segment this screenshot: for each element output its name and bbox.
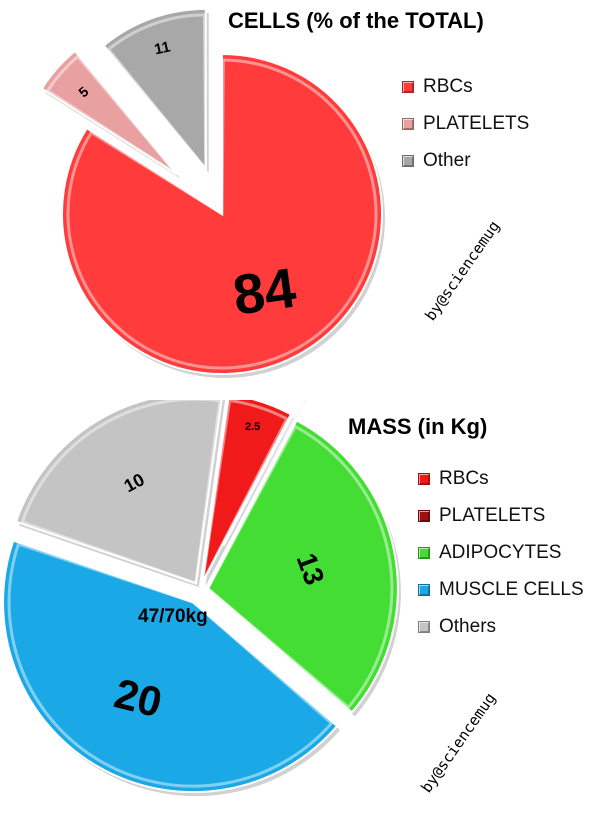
slice-shadow [226,400,306,550]
slice-bevel [66,58,378,370]
mass-legend-item: PLATELETS [418,497,584,534]
legend-label: RBCs [439,467,489,489]
slice-bevel [205,424,394,710]
mass-legend-item: RBCs [418,460,584,497]
mass-legend-item: MUSCLE CELLS [418,571,584,608]
legend-label: PLATELETS [423,112,530,134]
legend-label: PLATELETS [439,504,546,526]
legend-swatch [418,509,430,522]
slice-bevel [45,54,179,176]
pie-slice-rbcs [61,52,383,375]
mass-chart: 2.5 13 20 10 MASS (in Kg) RBCs PLATELETS AD… [0,400,600,814]
pie-slice-other [102,7,207,172]
cells-legend: RBCs PLATELETS Other [402,68,529,179]
mass-legend-item: Others [418,608,584,645]
pie-slice-adipocytes [206,419,399,714]
pie-slice-platelets [40,49,178,176]
mass-legend-item: ADIPOCYTES [418,534,584,571]
mass-total-annotation: 47/70kg [138,606,208,627]
mass-chart-title: MASS (in Kg) [348,414,488,439]
cells-chart-title: CELLS (% of the TOTAL) [228,8,484,33]
cells-legend-item: PLATELETS [402,105,529,142]
pie-slice-others [14,400,223,585]
legend-label: MUSCLE CELLS [439,578,584,600]
pie-slice-muscle-cells [2,539,339,794]
cells-chart: 84 5 11 CELLS (% of the TOTAL) RBCs PLATEL… [0,0,600,400]
legend-label: RBCs [423,75,473,97]
cells-legend-item: Other [402,142,529,179]
slice-bevel [7,542,334,788]
legend-swatch [418,472,430,485]
mass-legend: RBCs PLATELETS ADIPOCYTES MUSCLE CELLS O… [418,460,584,645]
data-label: 11 [153,38,172,58]
pie-slice-rbcs [201,400,293,583]
data-label: 2.5 [245,421,260,433]
data-label: 84 [229,256,299,327]
legend-swatch [402,117,414,130]
legend-swatch [418,583,430,596]
legend-swatch [418,620,430,633]
data-label: 20 [110,669,167,726]
slice-bevel [106,13,208,174]
legend-swatch [402,80,414,93]
pie-slice-platelets [222,400,302,547]
legend-label: Other [423,149,471,171]
legend-label: Others [439,615,497,637]
legend-swatch [402,154,414,167]
legend-label: ADIPOCYTES [439,541,562,563]
slice-bevel [200,400,289,584]
cells-legend-item: RBCs [402,68,529,105]
legend-swatch [418,546,430,559]
slice-bevel [20,400,222,586]
